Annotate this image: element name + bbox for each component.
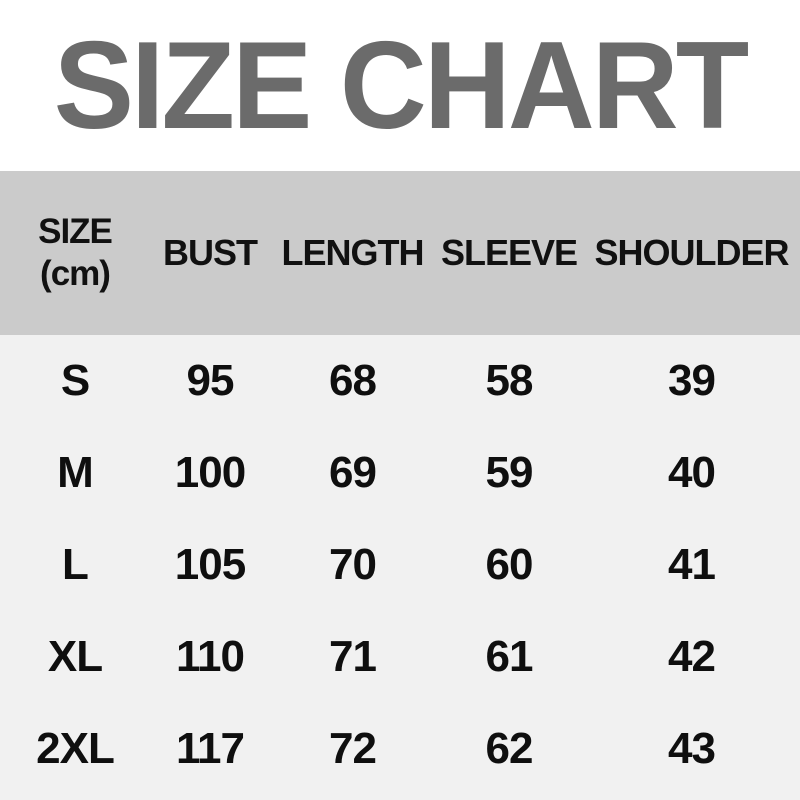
size-value: 2XL	[36, 724, 115, 773]
column-header-sleeve: SLEEVE	[440, 232, 578, 273]
column-header-length: LENGTH	[281, 232, 425, 273]
size-value: L	[62, 540, 89, 589]
table-row-m: M 100 69 59 40	[0, 427, 800, 519]
size-table: SIZE (cm) BUST LENGTH SLEEVE SHOULDER S …	[0, 171, 800, 800]
sleeve-value: 61	[485, 632, 534, 681]
table-body: S 95 68 58 39 M 100 69 59 40 L 105 70 60…	[0, 335, 800, 800]
column-header-size: SIZE (cm)	[0, 211, 150, 295]
table-row-l: L 105 70 60 41	[0, 519, 800, 611]
bust-value: 110	[176, 632, 245, 681]
bust-value: 95	[186, 356, 235, 405]
shoulder-value: 41	[668, 540, 716, 589]
table-row-2xl: 2XL 117 72 62 43	[0, 703, 800, 795]
sleeve-value: 58	[485, 356, 534, 405]
size-header-label: SIZE	[38, 212, 113, 251]
table-row-xl: XL 110 71 61 42	[0, 611, 800, 703]
shoulder-value: 40	[668, 448, 716, 497]
length-value: 72	[329, 724, 377, 773]
column-header-bust: BUST	[163, 232, 258, 273]
length-value: 70	[329, 540, 377, 589]
bust-value: 105	[174, 540, 246, 589]
length-value: 69	[329, 448, 377, 497]
length-value: 71	[329, 632, 377, 681]
column-header-shoulder: SHOULDER	[594, 232, 789, 273]
size-value: S	[60, 356, 90, 405]
table-row-s: S 95 68 58 39	[0, 335, 800, 427]
bust-value: 117	[176, 724, 245, 773]
size-value: M	[57, 448, 94, 497]
table-header-row: SIZE (cm) BUST LENGTH SLEEVE SHOULDER	[0, 171, 800, 335]
sleeve-value: 59	[485, 448, 534, 497]
page-title: SIZE CHART	[53, 16, 749, 155]
bust-value: 100	[174, 448, 246, 497]
shoulder-value: 43	[668, 724, 716, 773]
sleeve-value: 62	[485, 724, 534, 773]
size-header-unit: (cm)	[40, 254, 111, 293]
sleeve-value: 60	[485, 540, 534, 589]
shoulder-value: 42	[668, 632, 716, 681]
shoulder-value: 39	[668, 356, 716, 405]
title-band: SIZE CHART	[0, 0, 800, 171]
size-value: XL	[47, 632, 103, 681]
length-value: 68	[329, 356, 377, 405]
